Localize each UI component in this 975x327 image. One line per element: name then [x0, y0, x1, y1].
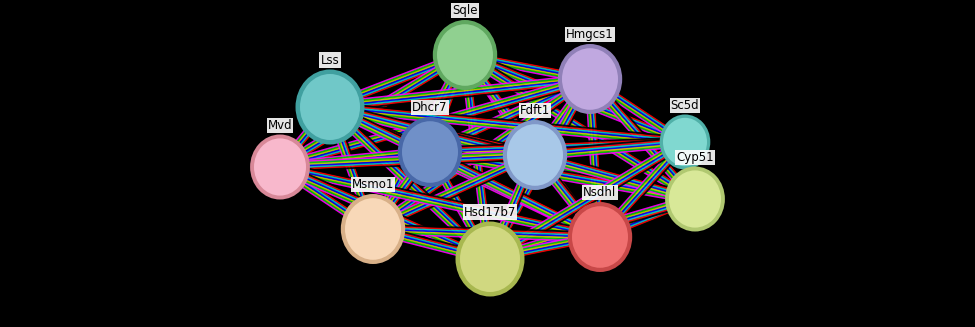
Text: Msmo1: Msmo1	[352, 178, 394, 191]
Ellipse shape	[663, 118, 707, 166]
Ellipse shape	[665, 166, 724, 232]
Text: Nsdhl: Nsdhl	[583, 186, 616, 199]
Text: Sqle: Sqle	[452, 4, 478, 17]
Ellipse shape	[345, 198, 401, 260]
Ellipse shape	[251, 134, 310, 199]
Ellipse shape	[300, 74, 360, 140]
Ellipse shape	[660, 114, 711, 169]
Ellipse shape	[507, 124, 563, 186]
Ellipse shape	[567, 202, 632, 272]
Ellipse shape	[341, 194, 406, 264]
Text: Dhcr7: Dhcr7	[412, 101, 448, 114]
Ellipse shape	[558, 44, 622, 114]
Text: Hsd17b7: Hsd17b7	[464, 205, 516, 218]
Ellipse shape	[562, 48, 618, 110]
Ellipse shape	[295, 70, 365, 145]
Ellipse shape	[669, 170, 721, 228]
Ellipse shape	[572, 206, 628, 268]
Ellipse shape	[433, 20, 497, 90]
Ellipse shape	[398, 117, 462, 187]
Text: Hmgcs1: Hmgcs1	[566, 28, 614, 41]
Ellipse shape	[503, 120, 567, 190]
Text: Cyp51: Cyp51	[677, 151, 714, 164]
Ellipse shape	[402, 121, 458, 183]
Text: Fdft1: Fdft1	[520, 104, 550, 117]
Ellipse shape	[460, 226, 520, 292]
Ellipse shape	[254, 138, 306, 196]
Text: Lss: Lss	[321, 54, 339, 66]
Text: Mvd: Mvd	[268, 119, 292, 132]
Text: Sc5d: Sc5d	[671, 99, 699, 112]
Ellipse shape	[455, 221, 525, 297]
Ellipse shape	[437, 24, 493, 86]
